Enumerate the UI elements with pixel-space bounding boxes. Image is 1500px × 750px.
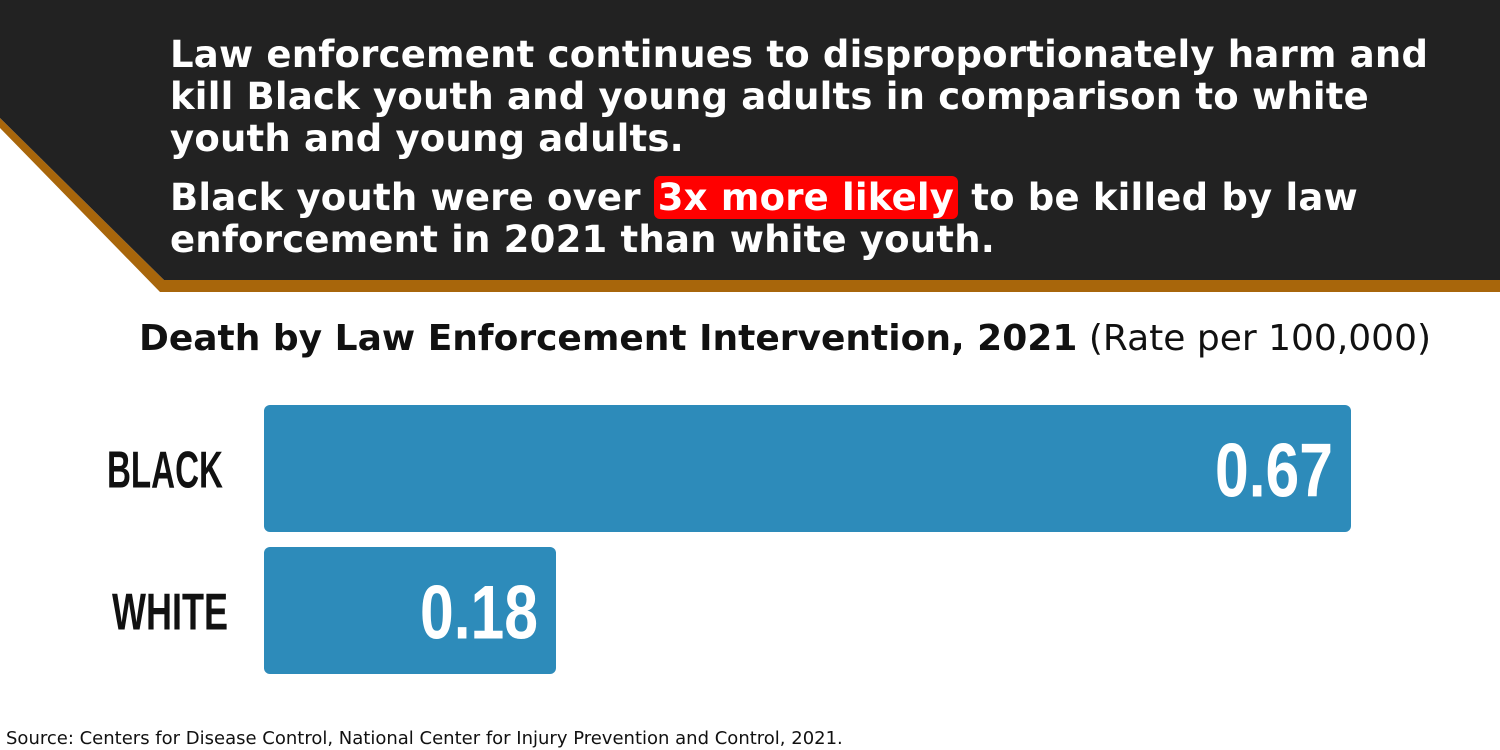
bar-black [264, 405, 1351, 532]
chart-title-unit: (Rate per 100,000) [1088, 318, 1432, 359]
value-label-white: 0.18 [420, 571, 538, 656]
banner-paragraph-2-end: to be killed by law enforcement in 2021 … [170, 176, 1358, 261]
chart-title: Death by Law Enforcement Intervention, 2… [0, 318, 1500, 359]
category-label-black: BLACK [107, 442, 223, 500]
category-label-white: WHITE [112, 584, 228, 642]
chart-title-main: Death by Law Enforcement Intervention, 2… [138, 318, 1078, 359]
banner-paragraph-2-start: Black youth were over [170, 176, 654, 219]
header-banner [0, 0, 1500, 292]
bar-white [264, 547, 556, 674]
banner-background [0, 0, 1500, 280]
source-note: Source: Centers for Disease Control, Nat… [6, 728, 843, 749]
banner-paragraph-2: Black youth were over 3x more likely to … [170, 176, 1430, 261]
bar-chart: BLACK 0.67 WHITE 0.18 [107, 405, 1351, 674]
highlight-phrase: 3x more likely [653, 176, 959, 219]
banner-paragraph-1: Law enforcement continues to disproporti… [170, 33, 1429, 160]
value-label-black: 0.67 [1215, 429, 1333, 514]
banner-accent-stripe [0, 118, 1500, 292]
